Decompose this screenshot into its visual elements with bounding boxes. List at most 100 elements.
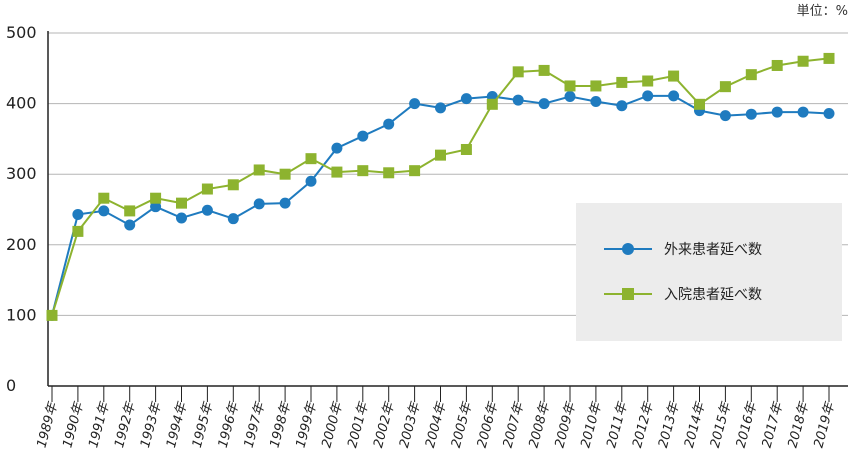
x-tick-label: 2018年 [786, 399, 813, 449]
data-point [460, 93, 472, 105]
data-point [486, 98, 498, 110]
data-point [512, 66, 524, 78]
data-point [150, 192, 162, 204]
data-point [719, 81, 731, 93]
x-tick-label: 2012年 [630, 399, 657, 449]
x-tick-label: 2004年 [423, 399, 450, 449]
data-point [98, 205, 110, 217]
data-point [201, 183, 213, 195]
x-tick-label: 2013年 [656, 399, 683, 449]
data-point [460, 143, 472, 155]
data-point [383, 167, 395, 179]
legend-label: 外来患者延べ数 [664, 242, 762, 258]
unit-label: 単位：% [796, 4, 848, 19]
legend-marker [622, 288, 634, 300]
data-point [616, 76, 628, 88]
data-point [124, 219, 136, 231]
data-point [176, 197, 187, 209]
data-point [564, 80, 576, 92]
data-point [150, 201, 162, 213]
x-tick-label: 2003年 [397, 399, 424, 449]
data-point [253, 164, 265, 176]
x-tick-label: 2000年 [319, 399, 346, 449]
data-point [201, 204, 213, 216]
x-tick-label: 2009年 [552, 399, 579, 449]
data-point [253, 198, 265, 210]
x-tick-label: 1994年 [164, 399, 191, 449]
data-point [694, 98, 705, 110]
data-point [176, 212, 187, 224]
x-tick-label: 1996年 [216, 399, 243, 449]
data-point [98, 192, 110, 204]
data-point [745, 69, 757, 81]
x-tick-label: 1989年 [34, 399, 61, 449]
x-tick-label: 2005年 [449, 399, 476, 449]
data-point [72, 208, 84, 220]
data-point [719, 110, 731, 122]
data-point [642, 75, 654, 87]
data-point [745, 108, 757, 120]
x-tick-label: 1991年 [86, 399, 113, 449]
y-tick-label: 200 [6, 235, 37, 254]
data-point [771, 106, 783, 118]
data-point [538, 64, 550, 76]
legend-label: 入院患者延べ数 [664, 287, 762, 303]
data-point [409, 98, 421, 110]
x-tick-label: 2008年 [527, 399, 554, 449]
x-tick-label: 2010年 [578, 399, 605, 449]
data-point [668, 90, 680, 102]
x-tick-label: 1998年 [268, 399, 295, 449]
data-point [227, 213, 239, 225]
legend-marker [622, 243, 634, 255]
data-point [616, 100, 628, 112]
data-point [642, 90, 654, 102]
data-point [435, 149, 446, 161]
data-point [383, 118, 395, 130]
data-point [771, 59, 783, 71]
y-tick-label: 400 [6, 94, 37, 113]
data-point [797, 55, 809, 67]
data-point [512, 94, 524, 106]
x-tick-label: 2015年 [708, 399, 735, 449]
x-tick-label: 2007年 [501, 399, 528, 449]
data-point [357, 130, 369, 142]
data-point [823, 107, 835, 119]
x-tick-label: 1993年 [138, 399, 165, 449]
x-tick-label: 2014年 [682, 399, 709, 449]
data-point [305, 175, 317, 187]
legend-box [576, 203, 842, 341]
y-tick-label: 500 [6, 23, 37, 42]
x-tick-label: 2019年 [811, 399, 838, 449]
x-tick-label: 2001年 [345, 399, 372, 449]
data-point [590, 95, 602, 107]
data-point [46, 309, 58, 321]
x-tick-label: 2016年 [734, 399, 761, 449]
data-point [797, 106, 809, 118]
x-tick-label: 2006年 [475, 399, 502, 449]
data-point [331, 166, 343, 178]
data-point [227, 179, 239, 191]
data-point [279, 197, 291, 209]
data-point [538, 98, 550, 110]
x-tick-label: 2011年 [604, 399, 631, 449]
x-tick-label: 1995年 [190, 399, 217, 449]
x-tick-label: 1999年 [293, 399, 320, 449]
data-point [124, 205, 136, 217]
x-tick-label: 2002年 [371, 399, 398, 449]
data-point [409, 165, 421, 177]
y-tick-label: 0 [6, 376, 16, 395]
data-point [72, 225, 84, 237]
data-point [668, 70, 680, 82]
data-point [564, 91, 576, 103]
data-point [823, 52, 835, 64]
data-point [590, 80, 602, 92]
data-point [279, 168, 291, 180]
y-tick-label: 300 [6, 164, 37, 183]
data-point [305, 153, 317, 165]
data-point [435, 102, 446, 114]
x-tick-label: 1997年 [242, 399, 269, 449]
y-tick-label: 100 [6, 305, 37, 324]
x-tick-label: 2017年 [760, 399, 787, 449]
x-tick-label: 1990年 [60, 399, 87, 449]
